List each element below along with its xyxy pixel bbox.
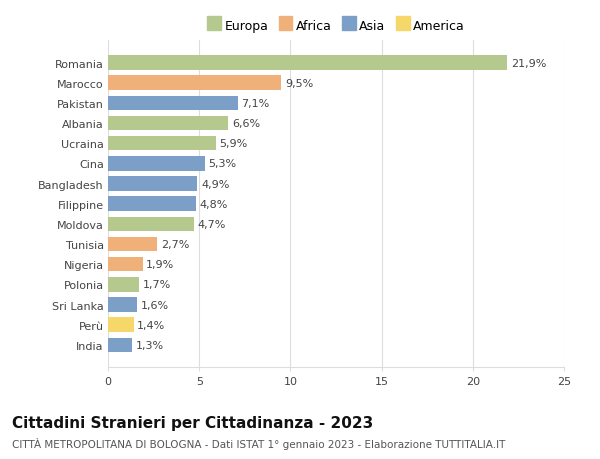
Text: 4,9%: 4,9%	[201, 179, 229, 189]
Text: 6,6%: 6,6%	[232, 119, 260, 129]
Text: 4,7%: 4,7%	[197, 219, 226, 230]
Text: 21,9%: 21,9%	[511, 58, 547, 68]
Bar	[108, 96, 238, 111]
Bar	[108, 76, 281, 91]
Bar	[108, 278, 139, 292]
Text: 1,6%: 1,6%	[141, 300, 169, 310]
Bar	[108, 157, 205, 171]
Text: 5,9%: 5,9%	[219, 139, 248, 149]
Text: 1,9%: 1,9%	[146, 260, 175, 269]
Bar	[108, 137, 215, 151]
Bar	[108, 257, 143, 272]
Text: 1,4%: 1,4%	[137, 320, 166, 330]
Text: 2,7%: 2,7%	[161, 240, 189, 250]
Bar	[108, 197, 196, 212]
Legend: Europa, Africa, Asia, America: Europa, Africa, Asia, America	[202, 15, 470, 38]
Text: 1,7%: 1,7%	[143, 280, 171, 290]
Text: 5,3%: 5,3%	[208, 159, 236, 169]
Bar	[108, 297, 137, 312]
Text: 9,5%: 9,5%	[285, 78, 313, 89]
Bar	[108, 318, 134, 332]
Text: Cittadini Stranieri per Cittadinanza - 2023: Cittadini Stranieri per Cittadinanza - 2…	[12, 415, 373, 431]
Text: 4,8%: 4,8%	[199, 199, 227, 209]
Text: 1,3%: 1,3%	[136, 340, 163, 350]
Bar	[108, 217, 194, 232]
Bar	[108, 177, 197, 191]
Text: CITTÀ METROPOLITANA DI BOLOGNA - Dati ISTAT 1° gennaio 2023 - Elaborazione TUTTI: CITTÀ METROPOLITANA DI BOLOGNA - Dati IS…	[12, 437, 505, 449]
Bar	[108, 56, 508, 71]
Bar	[108, 237, 157, 252]
Bar	[108, 338, 132, 353]
Bar	[108, 117, 229, 131]
Text: 7,1%: 7,1%	[241, 99, 269, 109]
